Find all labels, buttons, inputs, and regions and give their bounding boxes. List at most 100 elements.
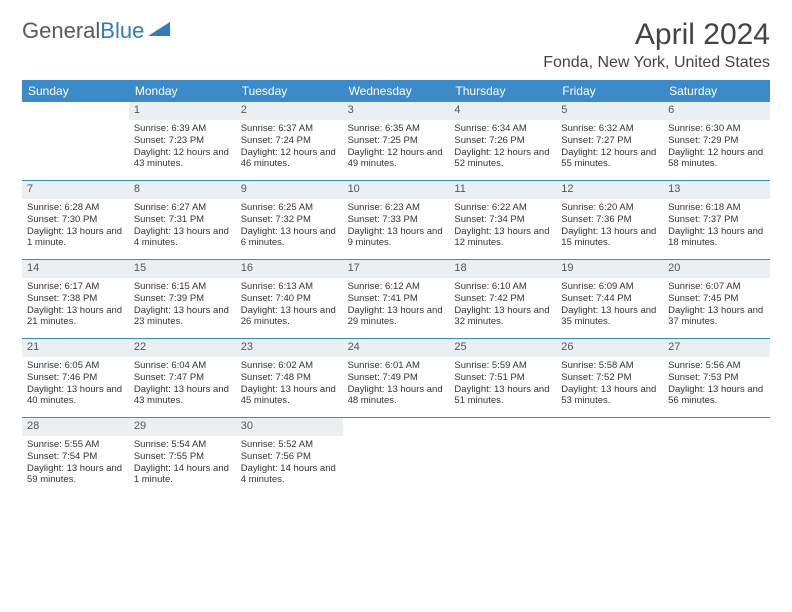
- sunset-text: Sunset: 7:46 PM: [27, 372, 124, 384]
- sunset-text: Sunset: 7:45 PM: [668, 293, 765, 305]
- day-number: 16: [236, 260, 343, 278]
- day-cell: 7Sunrise: 6:28 AMSunset: 7:30 PMDaylight…: [22, 181, 129, 259]
- daylight-text: Daylight: 13 hours and 4 minutes.: [134, 226, 231, 250]
- weeks-container: 1Sunrise: 6:39 AMSunset: 7:23 PMDaylight…: [22, 102, 770, 496]
- dayname: Thursday: [449, 80, 556, 102]
- empty-cell: [343, 418, 450, 496]
- daylight-text: Daylight: 12 hours and 58 minutes.: [668, 147, 765, 171]
- day-info: Sunrise: 6:35 AMSunset: 7:25 PMDaylight:…: [348, 123, 445, 171]
- sunrise-text: Sunrise: 6:09 AM: [561, 281, 658, 293]
- sunset-text: Sunset: 7:37 PM: [668, 214, 765, 226]
- day-cell: 13Sunrise: 6:18 AMSunset: 7:37 PMDayligh…: [663, 181, 770, 259]
- daylight-text: Daylight: 13 hours and 9 minutes.: [348, 226, 445, 250]
- sunrise-text: Sunrise: 6:01 AM: [348, 360, 445, 372]
- day-number: 25: [449, 339, 556, 357]
- sunset-text: Sunset: 7:56 PM: [241, 451, 338, 463]
- calendar: Sunday Monday Tuesday Wednesday Thursday…: [22, 80, 770, 496]
- sunset-text: Sunset: 7:52 PM: [561, 372, 658, 384]
- daylight-text: Daylight: 14 hours and 1 minute.: [134, 463, 231, 487]
- day-info: Sunrise: 6:30 AMSunset: 7:29 PMDaylight:…: [668, 123, 765, 171]
- day-info: Sunrise: 6:09 AMSunset: 7:44 PMDaylight:…: [561, 281, 658, 329]
- day-info: Sunrise: 5:58 AMSunset: 7:52 PMDaylight:…: [561, 360, 658, 408]
- day-cell: 19 Sunrise: 6:09 AMSunset: 7:44 PMDayligh…: [556, 260, 663, 338]
- daylight-text: Daylight: 12 hours and 43 minutes.: [134, 147, 231, 171]
- day-info: Sunrise: 6:34 AMSunset: 7:26 PMDaylight:…: [454, 123, 551, 171]
- day-number: 10: [343, 181, 450, 199]
- day-info: Sunrise: 6:04 AMSunset: 7:47 PMDaylight:…: [134, 360, 231, 408]
- day-number: 24: [343, 339, 450, 357]
- sunset-text: Sunset: 7:40 PM: [241, 293, 338, 305]
- day-number: 20: [663, 260, 770, 278]
- daylight-text: Daylight: 13 hours and 21 minutes.: [27, 305, 124, 329]
- sunrise-text: Sunrise: 5:59 AM: [454, 360, 551, 372]
- day-info: Sunrise: 6:05 AMSunset: 7:46 PMDaylight:…: [27, 360, 124, 408]
- daylight-text: Daylight: 13 hours and 56 minutes.: [668, 384, 765, 408]
- daylight-text: Daylight: 12 hours and 55 minutes.: [561, 147, 658, 171]
- day-cell: 17Sunrise: 6:12 AMSunset: 7:41 PMDayligh…: [343, 260, 450, 338]
- sunrise-text: Sunrise: 6:22 AM: [454, 202, 551, 214]
- daylight-text: Daylight: 13 hours and 53 minutes.: [561, 384, 658, 408]
- day-info: Sunrise: 6:27 AMSunset: 7:31 PMDaylight:…: [134, 202, 231, 250]
- day-number: 21: [22, 339, 129, 357]
- day-cell: 18Sunrise: 6:10 AMSunset: 7:42 PMDayligh…: [449, 260, 556, 338]
- daylight-text: Daylight: 12 hours and 52 minutes.: [454, 147, 551, 171]
- day-cell: 29Sunrise: 5:54 AMSunset: 7:55 PMDayligh…: [129, 418, 236, 496]
- daylight-text: Daylight: 13 hours and 35 minutes.: [561, 305, 658, 329]
- logo-word2: Blue: [100, 18, 144, 43]
- day-cell: 23Sunrise: 6:02 AMSunset: 7:48 PMDayligh…: [236, 339, 343, 417]
- day-info: Sunrise: 6:10 AMSunset: 7:42 PMDaylight:…: [454, 281, 551, 329]
- sunset-text: Sunset: 7:32 PM: [241, 214, 338, 226]
- sunset-text: Sunset: 7:38 PM: [27, 293, 124, 305]
- daylight-text: Daylight: 12 hours and 46 minutes.: [241, 147, 338, 171]
- sunrise-text: Sunrise: 6:35 AM: [348, 123, 445, 135]
- sunrise-text: Sunrise: 5:58 AM: [561, 360, 658, 372]
- day-info: Sunrise: 6:07 AMSunset: 7:45 PMDaylight:…: [668, 281, 765, 329]
- day-cell: 5Sunrise: 6:32 AMSunset: 7:27 PMDaylight…: [556, 102, 663, 180]
- daylight-text: Daylight: 13 hours and 32 minutes.: [454, 305, 551, 329]
- sunrise-text: Sunrise: 6:37 AM: [241, 123, 338, 135]
- daylight-text: Daylight: 12 hours and 49 minutes.: [348, 147, 445, 171]
- sunset-text: Sunset: 7:42 PM: [454, 293, 551, 305]
- day-number: 13: [663, 181, 770, 199]
- sunset-text: Sunset: 7:48 PM: [241, 372, 338, 384]
- day-number: 19: [556, 260, 663, 278]
- sunrise-text: Sunrise: 6:07 AM: [668, 281, 765, 293]
- sunset-text: Sunset: 7:41 PM: [348, 293, 445, 305]
- sunrise-text: Sunrise: 6:27 AM: [134, 202, 231, 214]
- empty-cell: [449, 418, 556, 496]
- daylight-text: Daylight: 13 hours and 43 minutes.: [134, 384, 231, 408]
- dayname: Friday: [556, 80, 663, 102]
- sunrise-text: Sunrise: 6:04 AM: [134, 360, 231, 372]
- daylight-text: Daylight: 13 hours and 1 minute.: [27, 226, 124, 250]
- day-cell: 12Sunrise: 6:20 AMSunset: 7:36 PMDayligh…: [556, 181, 663, 259]
- day-number: 11: [449, 181, 556, 199]
- sunset-text: Sunset: 7:30 PM: [27, 214, 124, 226]
- daylight-text: Daylight: 13 hours and 45 minutes.: [241, 384, 338, 408]
- daylight-text: Daylight: 13 hours and 48 minutes.: [348, 384, 445, 408]
- daylight-text: Daylight: 13 hours and 29 minutes.: [348, 305, 445, 329]
- day-cell: 9Sunrise: 6:25 AMSunset: 7:32 PMDaylight…: [236, 181, 343, 259]
- sunset-text: Sunset: 7:51 PM: [454, 372, 551, 384]
- daylight-text: Daylight: 13 hours and 23 minutes.: [134, 305, 231, 329]
- sunset-text: Sunset: 7:36 PM: [561, 214, 658, 226]
- sunrise-text: Sunrise: 6:12 AM: [348, 281, 445, 293]
- daylight-text: Daylight: 13 hours and 15 minutes.: [561, 226, 658, 250]
- sunrise-text: Sunrise: 6:28 AM: [27, 202, 124, 214]
- daylight-text: Daylight: 13 hours and 18 minutes.: [668, 226, 765, 250]
- daylight-text: Daylight: 13 hours and 40 minutes.: [27, 384, 124, 408]
- day-cell: 2Sunrise: 6:37 AMSunset: 7:24 PMDaylight…: [236, 102, 343, 180]
- sunset-text: Sunset: 7:34 PM: [454, 214, 551, 226]
- daylight-text: Daylight: 13 hours and 59 minutes.: [27, 463, 124, 487]
- day-info: Sunrise: 5:59 AMSunset: 7:51 PMDaylight:…: [454, 360, 551, 408]
- logo: GeneralBlue: [22, 18, 172, 44]
- sunset-text: Sunset: 7:49 PM: [348, 372, 445, 384]
- sunrise-text: Sunrise: 6:10 AM: [454, 281, 551, 293]
- sunrise-text: Sunrise: 6:34 AM: [454, 123, 551, 135]
- day-info: Sunrise: 6:25 AMSunset: 7:32 PMDaylight:…: [241, 202, 338, 250]
- sunrise-text: Sunrise: 6:15 AM: [134, 281, 231, 293]
- day-number: 6: [663, 102, 770, 120]
- day-cell: 14Sunrise: 6:17 AMSunset: 7:38 PMDayligh…: [22, 260, 129, 338]
- week-row: 7Sunrise: 6:28 AMSunset: 7:30 PMDaylight…: [22, 181, 770, 260]
- location: Fonda, New York, United States: [543, 54, 770, 72]
- dayname: Saturday: [663, 80, 770, 102]
